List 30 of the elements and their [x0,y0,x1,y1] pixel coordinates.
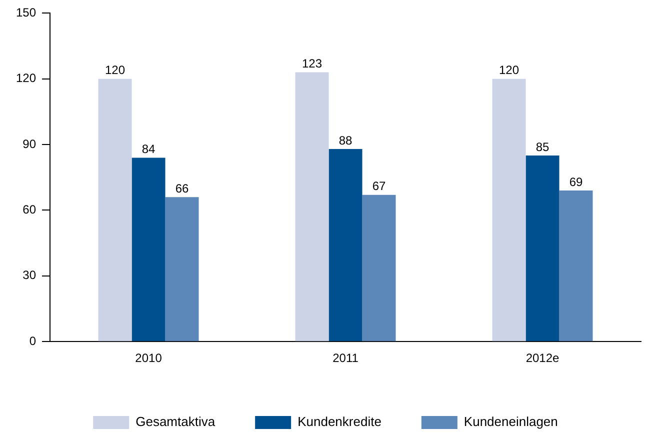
data-label: 66 [175,181,189,196]
data-label: 120 [499,63,520,78]
data-label: 84 [142,142,156,156]
bar [492,78,526,342]
y-tick-label: 0 [29,334,36,348]
data-label: 69 [569,174,583,189]
data-label: 123 [302,56,322,71]
legend-label: Gesamtaktiva [136,414,216,430]
y-tick-label: 60 [22,202,36,217]
y-tick-label: 30 [22,268,36,282]
data-label: 88 [338,133,353,148]
bar [295,72,329,342]
bar [132,158,166,342]
x-tick-label: 2011 [332,351,359,366]
bar [526,156,560,342]
data-label: 67 [372,179,386,194]
x-tick-label: 2012e [526,351,560,366]
bar [98,78,132,342]
data-label: 120 [105,63,126,78]
x-tick-label: 2010 [135,351,162,366]
bar [165,197,199,342]
legend-label: Kundenkredite [298,414,382,430]
bar [362,194,396,342]
data-label: 85 [536,140,550,154]
bar [328,148,362,342]
y-tick-label: 150 [16,6,36,20]
y-tick-label: 120 [16,71,36,86]
legend-label: Kundeneinlagen [464,414,558,430]
bar [559,190,593,342]
y-tick-label: 90 [22,136,36,151]
